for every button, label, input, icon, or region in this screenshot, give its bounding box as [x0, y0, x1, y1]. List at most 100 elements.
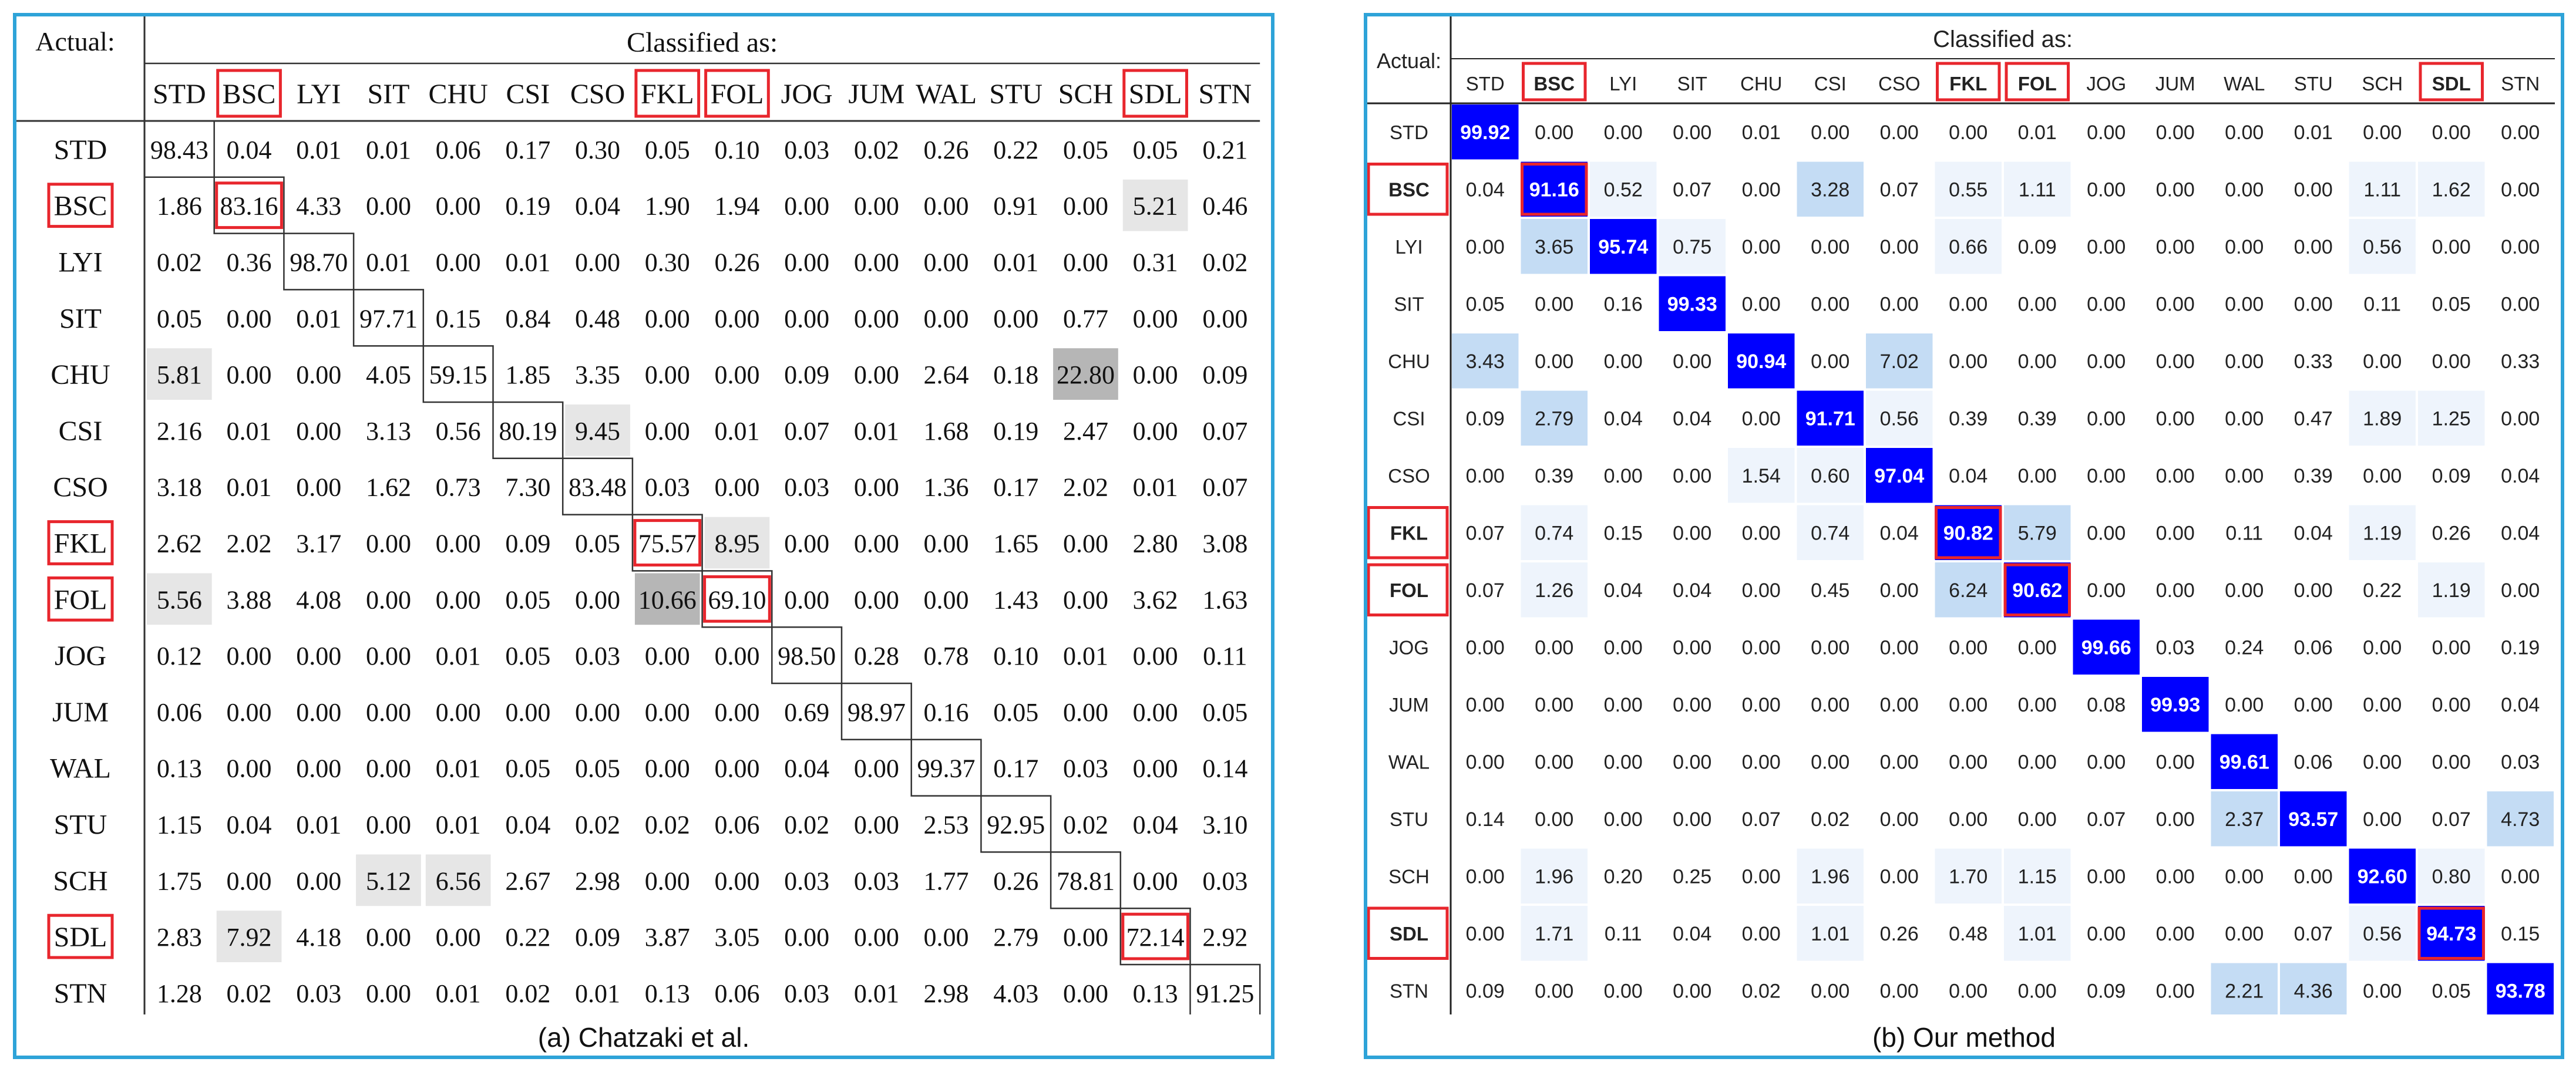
cell-chu-sit: 4.05 [366, 360, 411, 389]
cell-sit-fol: 0.00 [2018, 293, 2057, 315]
cell-fol-sit: 0.00 [366, 585, 411, 614]
cell-sit-fkl: 0.00 [1949, 293, 1988, 315]
col-header-bsc: BSC [1534, 73, 1575, 95]
cell-sit-sdl: 0.00 [1133, 304, 1178, 333]
heat-cell-stu-stu [2280, 791, 2347, 847]
cell-sch-bsc: 1.96 [1535, 865, 1573, 888]
cell-wal-sit: 0.00 [366, 754, 411, 783]
cell-std-stn: 0.21 [1202, 136, 1247, 164]
row-header-fkl: FKL [1390, 522, 1428, 544]
cell-sch-sit: 5.12 [366, 867, 411, 895]
cell-sch-stu: 0.00 [2294, 865, 2333, 888]
row-header-jog: JOG [55, 640, 106, 672]
cell-fkl-wal: 0.11 [2225, 522, 2263, 544]
cell-jog-wal: 0.24 [2225, 636, 2264, 659]
cell-sit-wal: 0.00 [924, 304, 969, 333]
cell-wal-stn: 0.14 [1202, 754, 1247, 783]
cell-stu-cso: 0.00 [1880, 808, 1919, 831]
cell-stn-fol: 0.00 [2018, 980, 2057, 1002]
cell-stn-sch: 0.00 [2363, 980, 2402, 1002]
shaded-cell-chu-std [147, 348, 212, 400]
cell-fkl-stu: 0.04 [2294, 522, 2333, 544]
cell-cso-std: 3.18 [157, 473, 202, 502]
cell-sit-csi: 0.00 [1811, 293, 1849, 315]
cell-cso-sch: 0.00 [2363, 465, 2402, 487]
cell-stn-jum: 0.00 [2156, 980, 2195, 1002]
row-header-stu: STU [54, 810, 107, 841]
cell-sit-std: 0.05 [1466, 293, 1505, 315]
col-header-sit: SIT [367, 79, 409, 110]
cell-jog-std: 0.12 [157, 642, 202, 670]
cell-stn-stn: 93.78 [2496, 980, 2545, 1002]
cell-sit-chu: 0.00 [1742, 293, 1781, 315]
cell-stu-jog: 0.07 [2087, 808, 2126, 831]
cell-jog-chu: 0.00 [1742, 636, 1781, 659]
cell-jum-stu: 0.05 [993, 698, 1038, 727]
cell-jum-fkl: 0.00 [645, 698, 690, 727]
cell-bsc-fkl: 0.55 [1949, 178, 1988, 201]
row-header-sch: SCH [1388, 865, 1430, 887]
cell-csi-wal: 0.00 [2225, 407, 2264, 430]
cell-stu-csi: 0.04 [505, 811, 550, 840]
col-header-sit: SIT [1677, 73, 1707, 95]
cell-lyi-stu: 0.00 [2294, 236, 2333, 258]
shaded-cell-bsc-sdl [1122, 179, 1188, 231]
cell-stu-fol: 0.00 [2018, 808, 2057, 831]
cell-jum-lyi: 0.00 [296, 698, 341, 727]
cell-sit-csi: 0.84 [505, 304, 550, 333]
cell-fol-wal: 0.00 [2225, 579, 2264, 602]
cell-csi-csi: 91.71 [1805, 407, 1855, 430]
cell-bsc-jog: 0.00 [784, 192, 829, 221]
cell-cso-cso: 97.04 [1874, 465, 1924, 487]
col-header-wal: WAL [916, 79, 977, 110]
row-highlight-bsc [47, 183, 114, 228]
cell-csi-jog: 0.07 [784, 417, 829, 446]
cell-csi-stn: 0.07 [1202, 417, 1247, 446]
cell-sit-lyi: 0.16 [1604, 293, 1643, 315]
diag-highlight-bsc [1521, 163, 1588, 216]
cell-fol-sdl: 1.19 [2432, 579, 2471, 602]
cell-stn-stu: 4.03 [993, 979, 1038, 1008]
cell-sdl-chu: 0.00 [436, 923, 481, 952]
cell-csi-fkl: 0.00 [645, 417, 690, 446]
row-header-std: STD [54, 134, 107, 166]
cell-csi-stn: 0.00 [2501, 407, 2540, 430]
cell-fol-chu: 0.00 [1742, 579, 1781, 602]
col-header-std: STD [1466, 73, 1505, 95]
cell-jog-lyi: 0.00 [1604, 636, 1643, 659]
cell-csi-lyi: 0.04 [1604, 407, 1643, 430]
cell-jum-bsc: 0.00 [1535, 694, 1573, 716]
cell-cso-bsc: 0.39 [1535, 465, 1573, 487]
cell-lyi-sch: 0.00 [1063, 248, 1108, 277]
cell-lyi-bsc: 3.65 [1535, 236, 1573, 258]
cell-chu-stu: 0.33 [2294, 350, 2333, 373]
cell-chu-wal: 2.64 [924, 360, 969, 389]
cell-stn-jog: 0.09 [2087, 980, 2126, 1002]
col-header-fol: FOL [2018, 73, 2057, 95]
cell-jog-jog: 99.66 [2081, 636, 2131, 659]
cell-sdl-wal: 0.00 [924, 923, 969, 952]
cell-std-sit: 0.01 [366, 136, 411, 164]
cell-bsc-sit: 0.00 [366, 192, 411, 221]
cell-jum-stu: 0.00 [2294, 694, 2333, 716]
cell-stn-csi: 0.02 [505, 979, 550, 1008]
cell-fkl-bsc: 0.74 [1535, 522, 1573, 544]
cell-csi-sch: 1.89 [2363, 407, 2402, 430]
cell-stu-fkl: 0.00 [1949, 808, 1988, 831]
cell-std-chu: 0.06 [436, 136, 481, 164]
cell-wal-fol: 0.00 [714, 754, 759, 783]
cell-csi-fol: 0.39 [2018, 407, 2057, 430]
cell-cso-sit: 0.00 [1673, 465, 1711, 487]
cell-bsc-stu: 0.91 [993, 192, 1038, 221]
row-header-stu: STU [1390, 808, 1428, 830]
cell-sch-cso: 2.98 [575, 867, 620, 895]
cell-csi-sit: 3.13 [366, 417, 411, 446]
cell-stn-jog: 0.03 [784, 979, 829, 1008]
cell-bsc-cso: 0.04 [575, 192, 620, 221]
cell-sdl-sdl: 94.73 [2426, 923, 2476, 945]
heat-cell-sch-fkl [1935, 848, 2002, 904]
cell-sdl-bsc: 1.71 [1535, 923, 1573, 945]
cell-csi-fol: 0.01 [714, 417, 759, 446]
cell-csi-jum: 0.01 [854, 417, 899, 446]
col-header-jum: JUM [848, 79, 904, 110]
